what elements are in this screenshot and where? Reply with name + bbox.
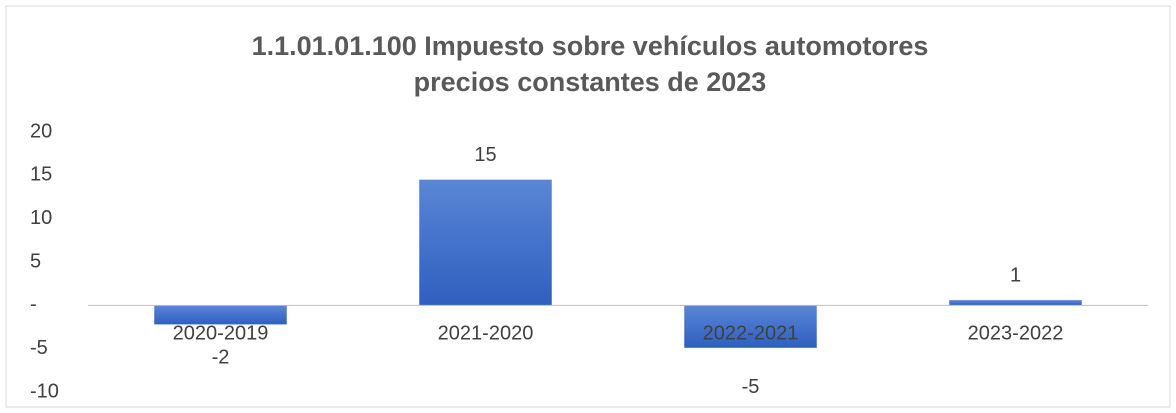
- bar: [419, 179, 552, 306]
- x-tick-label: 2022-2021: [703, 323, 799, 345]
- y-tick-label: -5: [30, 337, 48, 359]
- data-label: 15: [474, 144, 496, 166]
- y-tick-label: 5: [30, 250, 41, 272]
- bar: [154, 305, 287, 325]
- data-label: -2: [212, 347, 230, 369]
- y-tick-label: 10: [30, 207, 52, 229]
- chart-border: [5, 5, 1171, 408]
- x-tick-label: 2020-2019: [173, 323, 269, 345]
- x-tick-label: 2021-2020: [438, 323, 534, 345]
- data-label: 1: [1010, 264, 1021, 286]
- data-label: -5: [742, 376, 760, 398]
- x-tick-label: 2023-2022: [968, 323, 1064, 345]
- y-tick-label: 15: [30, 164, 52, 186]
- bar: [949, 300, 1082, 306]
- bar: [684, 305, 817, 348]
- chart-subtitle: precios constantes de 2023: [414, 67, 767, 97]
- y-tick-label: -10: [30, 380, 59, 402]
- y-tick-label: 20: [30, 120, 52, 142]
- y-tick-label: -: [30, 294, 37, 316]
- chart-title: 1.1.01.01.100 Impuesto sobre vehículos a…: [252, 31, 929, 61]
